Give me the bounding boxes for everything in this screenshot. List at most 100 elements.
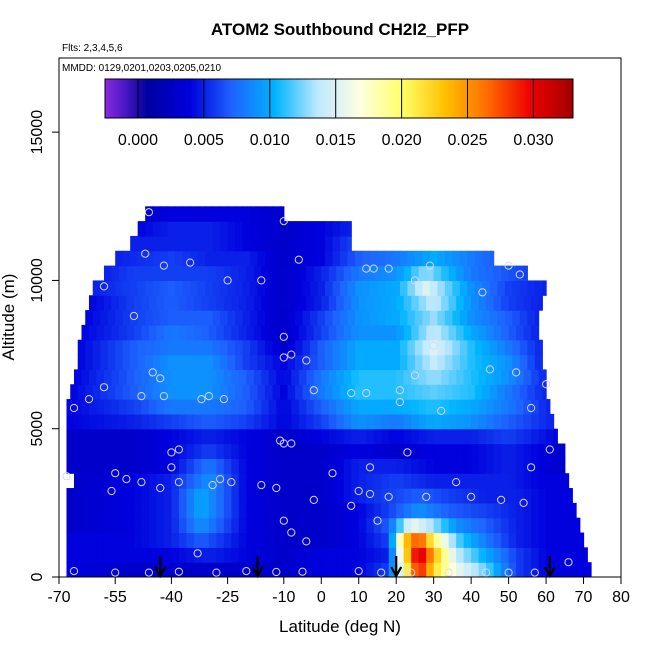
sample-point bbox=[197, 395, 206, 404]
heatmap-cell bbox=[85, 354, 94, 370]
heatmap-cell bbox=[186, 458, 195, 474]
heatmap-cell bbox=[208, 547, 217, 563]
heatmap-cell bbox=[411, 399, 420, 415]
heatmap-cell bbox=[508, 458, 517, 474]
heatmap-cell bbox=[463, 324, 472, 341]
heatmap-cell bbox=[508, 547, 517, 563]
heatmap-cell bbox=[111, 428, 120, 445]
heatmap-cell bbox=[403, 473, 412, 489]
heatmap-cell bbox=[306, 324, 315, 341]
heatmap-cell bbox=[418, 399, 427, 415]
heatmap-cell bbox=[407, 354, 416, 370]
heatmap-cell bbox=[456, 532, 465, 548]
heatmap-cell bbox=[486, 502, 495, 519]
heatmap-cell bbox=[227, 384, 236, 400]
heatmap-cell bbox=[205, 221, 214, 237]
heatmap-cell bbox=[381, 547, 390, 563]
heatmap-cell bbox=[340, 384, 349, 400]
sample-point bbox=[437, 406, 446, 415]
heatmap-cell bbox=[126, 532, 135, 548]
heatmap-cell bbox=[306, 369, 315, 385]
sample-point bbox=[287, 350, 296, 359]
sample-point bbox=[377, 568, 386, 577]
heatmap-cell bbox=[456, 324, 465, 341]
heatmap-cell bbox=[253, 473, 262, 489]
heatmap-cell bbox=[332, 354, 341, 370]
heatmap-cell bbox=[366, 473, 375, 489]
heatmap-cell bbox=[66, 547, 75, 563]
heatmap-cell bbox=[508, 413, 517, 430]
heatmap-cell bbox=[388, 413, 397, 430]
heatmap-cell bbox=[137, 339, 146, 356]
heatmap-cell bbox=[508, 473, 517, 489]
heatmap-cell bbox=[167, 354, 176, 370]
heatmap-cell bbox=[373, 532, 382, 548]
heatmap-cell bbox=[381, 295, 390, 311]
colorbar-tick-label: 0.015 bbox=[316, 132, 356, 149]
heatmap-cell bbox=[313, 295, 322, 311]
heatmap-cell bbox=[561, 458, 566, 474]
heatmap-cell bbox=[478, 532, 487, 548]
heatmap-cell bbox=[523, 562, 532, 577]
heatmap-cell bbox=[486, 369, 495, 385]
heatmap-cell bbox=[103, 502, 113, 519]
sample-point bbox=[530, 568, 539, 577]
x-axis: -70 -55 -40 -25 -10 0 10 20 30 40 50 60 70 80 bbox=[47, 577, 630, 606]
heatmap-cell bbox=[321, 413, 330, 430]
heatmap-cell bbox=[388, 517, 397, 534]
heatmap-cell bbox=[561, 562, 570, 577]
sample-point bbox=[347, 501, 356, 510]
heatmap-cell bbox=[298, 369, 307, 385]
heatmap-cell bbox=[291, 413, 300, 430]
heatmap-cell bbox=[343, 265, 352, 282]
heatmap-cell bbox=[452, 339, 461, 356]
sample-point bbox=[272, 483, 281, 493]
heatmap-cell bbox=[261, 532, 270, 548]
heatmap-cell bbox=[486, 532, 495, 548]
heatmap-cell bbox=[133, 517, 143, 534]
sample-point bbox=[504, 261, 513, 270]
heatmap-cell bbox=[456, 443, 465, 459]
heatmap-cell bbox=[175, 310, 184, 326]
heatmap-cell bbox=[516, 473, 525, 489]
heatmap-cell bbox=[167, 310, 176, 326]
heatmap-cell bbox=[358, 413, 367, 430]
heatmap-cell bbox=[88, 413, 98, 430]
heatmap-cell bbox=[306, 265, 315, 282]
heatmap-cell bbox=[197, 206, 206, 222]
heatmap-cell bbox=[373, 517, 382, 534]
heatmap-cell bbox=[253, 413, 262, 430]
heatmap-cell bbox=[433, 473, 442, 489]
heatmap-cell bbox=[148, 488, 158, 504]
sample-point bbox=[545, 445, 554, 454]
heatmap-cell bbox=[126, 458, 135, 474]
heatmap-cell bbox=[568, 547, 577, 563]
heatmap-cell bbox=[148, 324, 158, 341]
heatmap-cell bbox=[306, 517, 315, 534]
heatmap-cell bbox=[253, 428, 262, 445]
heatmap-cell bbox=[103, 517, 113, 534]
x-axis-label: Latitude (deg N) bbox=[279, 617, 401, 636]
heatmap-cell bbox=[141, 324, 150, 341]
heatmap-cell bbox=[107, 280, 116, 296]
heatmap-cell bbox=[459, 250, 468, 267]
heatmap-cell bbox=[250, 339, 259, 356]
heatmap-cell bbox=[186, 488, 195, 504]
heatmap-cell bbox=[407, 310, 416, 326]
heatmap-cell bbox=[369, 280, 379, 296]
heatmap-cell bbox=[493, 428, 502, 445]
heatmap-cell bbox=[103, 428, 113, 445]
heatmap-cell bbox=[268, 399, 277, 415]
heatmap-cell bbox=[223, 562, 232, 577]
heatmap-cell bbox=[403, 295, 412, 311]
sample-point bbox=[395, 397, 404, 407]
heatmap-cell bbox=[81, 547, 90, 563]
heatmap-cell bbox=[321, 295, 330, 311]
heatmap-cell bbox=[336, 502, 345, 519]
heatmap-cell bbox=[283, 369, 292, 385]
heatmap-cell bbox=[201, 295, 210, 311]
heatmap-cell bbox=[182, 221, 191, 237]
heatmap-cell bbox=[118, 413, 128, 430]
heatmap-cell bbox=[422, 280, 431, 296]
heatmap-cell bbox=[73, 547, 83, 563]
